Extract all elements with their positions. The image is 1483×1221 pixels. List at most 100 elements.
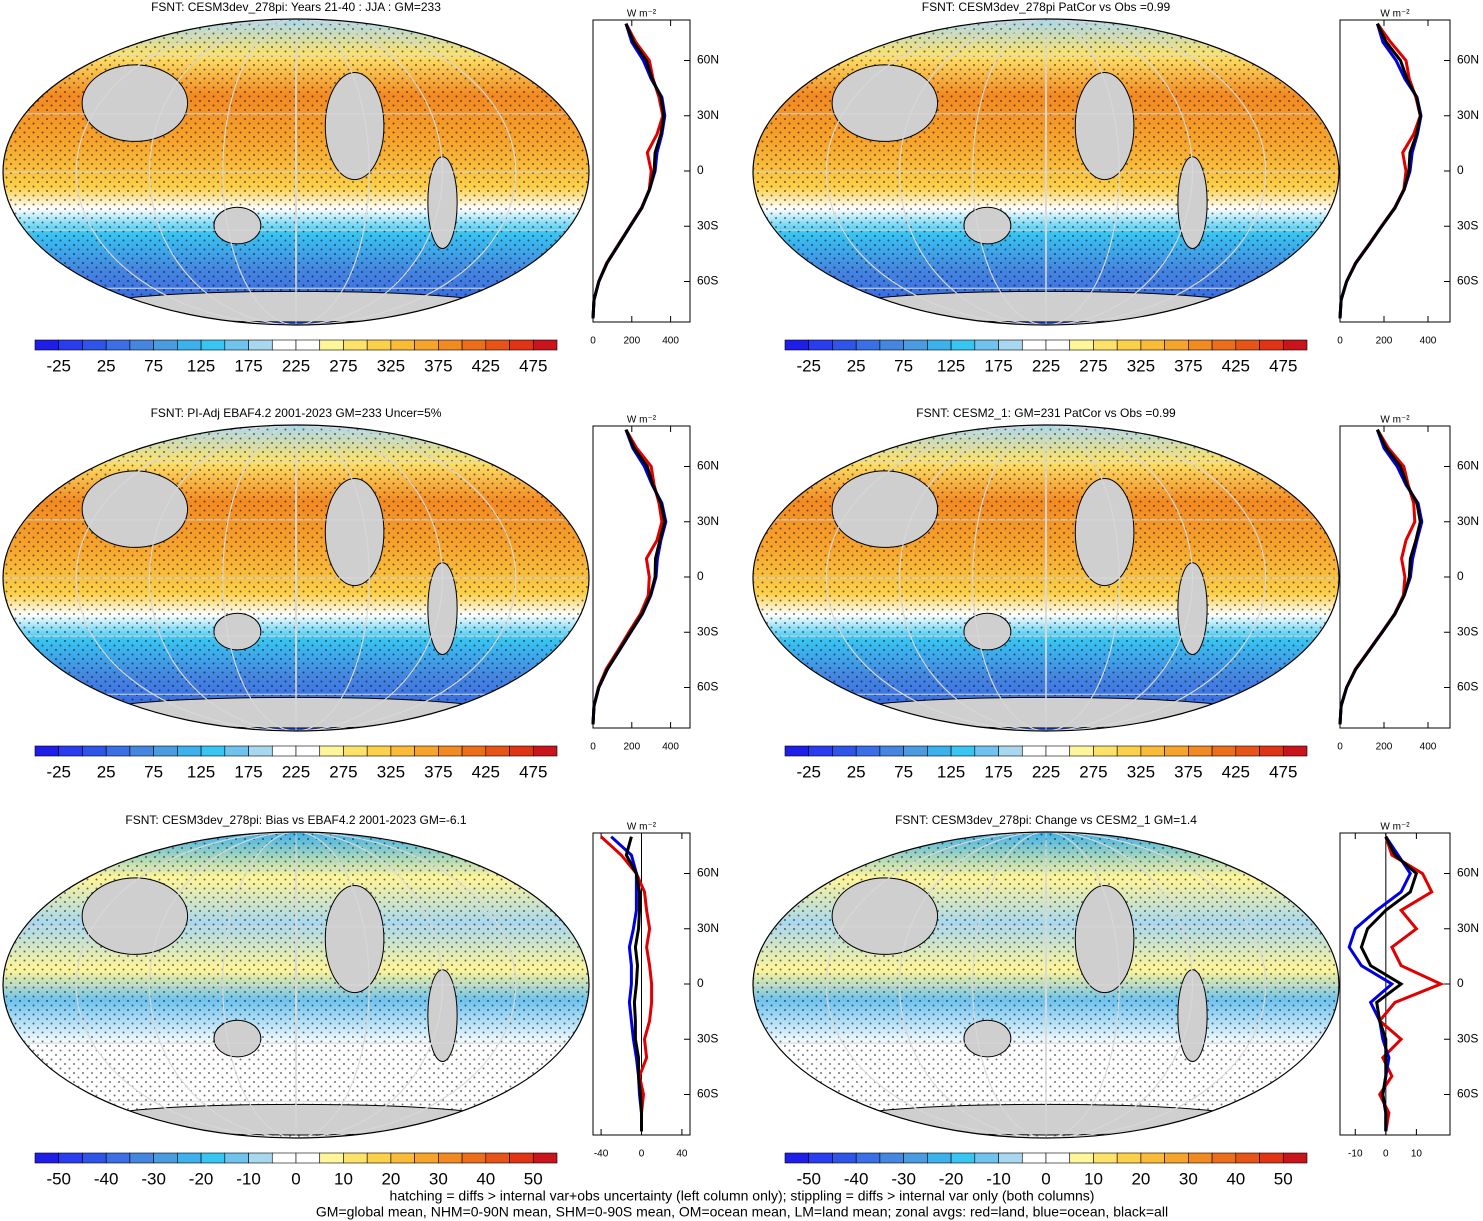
land <box>831 877 939 955</box>
colorbar-box <box>485 745 510 757</box>
colorbar-box <box>438 339 463 351</box>
colorbar-box <box>927 1152 952 1164</box>
colorbar-box <box>1069 339 1094 351</box>
colorbar-box <box>1282 745 1308 757</box>
colorbar-box <box>808 339 833 351</box>
colorbar-box <box>461 339 487 351</box>
colorbar-label: 20 <box>381 1169 400 1188</box>
x-tick-label: -10 <box>1348 1149 1363 1160</box>
footnote: GM=global mean, NHM=0-90N mean, SHM=0-90… <box>316 1204 1168 1220</box>
colorbar-label: -20 <box>939 1169 964 1188</box>
y-tick-label: 60S <box>697 1087 718 1101</box>
colorbar-box <box>1021 1152 1047 1164</box>
colorbar-box <box>1259 339 1284 351</box>
colorbar-box <box>271 1152 297 1164</box>
colorbar-box <box>1093 339 1118 351</box>
colorbar-box <box>998 1152 1023 1164</box>
colorbar-label: -40 <box>94 1169 119 1188</box>
colorbar-box <box>784 339 810 351</box>
colorbar-box <box>1069 745 1094 757</box>
land <box>213 1019 262 1058</box>
colorbar-box <box>319 1152 344 1164</box>
zonal-frame <box>1339 425 1451 729</box>
colorbar-label: 175 <box>234 356 262 375</box>
colorbar-box <box>224 339 249 351</box>
land <box>213 206 262 245</box>
colorbar-label: 0 <box>1041 1169 1050 1188</box>
land <box>1177 562 1208 655</box>
y-tick-label: 0 <box>1457 976 1464 990</box>
colorbar-label: 30 <box>429 1169 448 1188</box>
colorbar-box <box>153 1152 178 1164</box>
colorbar-box <box>58 1152 83 1164</box>
colorbar-box <box>295 339 321 351</box>
colorbar-box <box>855 745 881 757</box>
land <box>427 156 458 250</box>
land <box>81 877 189 955</box>
colorbar-box <box>903 1152 928 1164</box>
colorbar-box <box>343 1152 368 1164</box>
colorbar-box <box>414 745 439 757</box>
colorbar-label: 125 <box>937 762 965 781</box>
colorbar-box <box>34 1152 60 1164</box>
colorbar-box <box>1116 745 1142 757</box>
colorbar-label: -10 <box>236 1169 261 1188</box>
colorbar-label: 125 <box>937 356 965 375</box>
colorbar-box <box>1259 1152 1284 1164</box>
colorbar-box <box>366 1152 392 1164</box>
colorbar-box <box>927 745 952 757</box>
colorbar-box <box>1164 1152 1189 1164</box>
y-tick-label: 0 <box>697 976 704 990</box>
colorbar-box <box>319 745 344 757</box>
colorbar-label: 325 <box>377 356 405 375</box>
colorbar-label: 225 <box>1032 356 1060 375</box>
map-border <box>2 831 590 1139</box>
colorbar-label: 25 <box>97 762 116 781</box>
colorbar-box <box>1093 745 1118 757</box>
colorbar-label: 375 <box>1174 762 1202 781</box>
land <box>963 1019 1012 1058</box>
colorbar-box <box>485 339 510 351</box>
colorbar-box <box>998 745 1023 757</box>
colorbar-label: 40 <box>1226 1169 1245 1188</box>
colorbar-box <box>974 745 999 757</box>
colorbar-label: 25 <box>847 762 866 781</box>
colorbar-label: 50 <box>1274 1169 1293 1188</box>
colorbar-box <box>319 339 344 351</box>
map-overlay <box>753 425 1339 731</box>
colorbar-box <box>295 1152 321 1164</box>
land <box>831 470 939 548</box>
colorbar-box <box>58 745 83 757</box>
colorbar-box <box>390 339 415 351</box>
y-tick-label: 0 <box>1457 569 1464 583</box>
colorbar-box <box>34 339 60 351</box>
y-tick-label: 30S <box>1457 624 1478 638</box>
colorbar-box <box>1021 745 1047 757</box>
x-tick-label: 200 <box>1376 336 1393 347</box>
colorbar-box <box>808 745 833 757</box>
y-tick-label: 60S <box>1457 680 1478 694</box>
colorbar-box <box>1211 1152 1237 1164</box>
y-tick-label: 0 <box>697 569 704 583</box>
colorbar-box <box>461 745 487 757</box>
map-border <box>752 424 1340 732</box>
y-tick-label: 30N <box>697 108 719 122</box>
y-tick-label: 30N <box>697 921 719 935</box>
colorbar-label: 325 <box>377 762 405 781</box>
panel-title: FSNT: CESM3dev_278pi PatCor vs Obs =0.99 <box>922 0 1171 14</box>
colorbar-box <box>1116 339 1142 351</box>
y-tick-label: 60N <box>1457 866 1479 880</box>
colorbar-box <box>1259 745 1284 757</box>
colorbar-box <box>1093 1152 1118 1164</box>
colorbar-label: 475 <box>1269 356 1297 375</box>
colorbar-box <box>950 339 976 351</box>
colorbar-label: 275 <box>329 356 357 375</box>
colorbar-box <box>903 339 928 351</box>
x-tick-label: 0 <box>639 1149 645 1160</box>
colorbar-label: 225 <box>1032 762 1060 781</box>
colorbar-box <box>1045 1152 1071 1164</box>
y-tick-label: 30N <box>1457 921 1479 935</box>
colorbar-box <box>998 339 1023 351</box>
colorbar-box <box>58 339 83 351</box>
colorbar-box <box>129 339 154 351</box>
